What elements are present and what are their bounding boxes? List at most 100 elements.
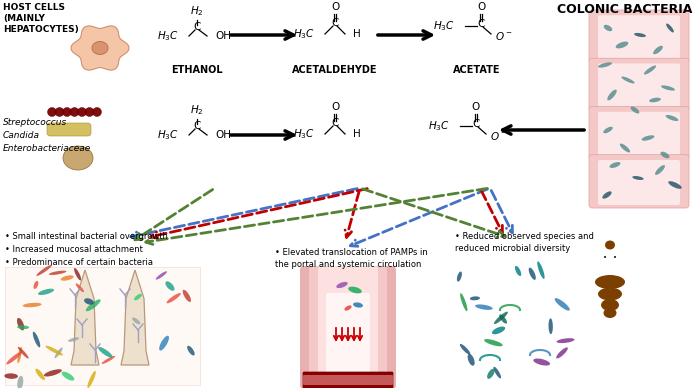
Text: C: C	[193, 22, 201, 32]
Ellipse shape	[533, 359, 550, 365]
FancyBboxPatch shape	[598, 112, 680, 157]
Ellipse shape	[460, 344, 470, 355]
Text: $H_2$: $H_2$	[190, 103, 204, 117]
Ellipse shape	[74, 268, 81, 281]
Ellipse shape	[603, 25, 612, 31]
Ellipse shape	[537, 262, 545, 279]
Ellipse shape	[84, 298, 94, 305]
Circle shape	[613, 255, 617, 259]
Ellipse shape	[494, 367, 501, 378]
Text: $H_3C$: $H_3C$	[428, 119, 450, 133]
Text: H: H	[353, 29, 360, 39]
Ellipse shape	[49, 270, 66, 275]
Text: Streptococcus
Candida
Enterobacteriaceae: Streptococcus Candida Enterobacteriaceae	[3, 118, 91, 153]
Ellipse shape	[4, 373, 18, 379]
Circle shape	[62, 107, 71, 116]
Ellipse shape	[55, 347, 63, 358]
Ellipse shape	[475, 305, 493, 310]
Ellipse shape	[348, 287, 362, 293]
Text: $O^-$: $O^-$	[495, 30, 512, 42]
Ellipse shape	[460, 293, 468, 311]
Text: O: O	[331, 2, 339, 12]
Ellipse shape	[603, 127, 612, 133]
Text: OH: OH	[215, 130, 231, 140]
Ellipse shape	[484, 339, 503, 346]
Ellipse shape	[487, 369, 495, 379]
Ellipse shape	[134, 294, 142, 300]
Ellipse shape	[86, 300, 101, 311]
Polygon shape	[121, 270, 149, 365]
Text: C: C	[477, 19, 484, 29]
Text: $H_3C$: $H_3C$	[433, 19, 455, 33]
Text: $H_2$: $H_2$	[190, 4, 204, 18]
FancyBboxPatch shape	[5, 267, 200, 385]
Ellipse shape	[18, 347, 29, 359]
Ellipse shape	[554, 298, 570, 311]
FancyBboxPatch shape	[300, 266, 396, 388]
Ellipse shape	[556, 347, 568, 359]
Ellipse shape	[603, 308, 617, 318]
Text: • Small intestinal bacterial overgrowth
• Increased mucosal attachment
• Predomi: • Small intestinal bacterial overgrowth …	[5, 232, 168, 267]
Ellipse shape	[661, 85, 675, 91]
Circle shape	[78, 107, 87, 116]
Text: C: C	[473, 119, 480, 129]
Ellipse shape	[468, 354, 475, 366]
Ellipse shape	[608, 90, 617, 100]
Ellipse shape	[17, 318, 25, 331]
Text: C: C	[331, 18, 339, 28]
Ellipse shape	[18, 376, 23, 388]
Ellipse shape	[92, 42, 108, 54]
Ellipse shape	[494, 312, 508, 324]
Ellipse shape	[68, 337, 79, 342]
Ellipse shape	[132, 317, 141, 324]
FancyBboxPatch shape	[589, 106, 689, 160]
Circle shape	[55, 107, 64, 116]
Ellipse shape	[88, 371, 96, 388]
FancyBboxPatch shape	[598, 160, 680, 205]
Text: O: O	[477, 2, 485, 12]
Ellipse shape	[102, 356, 116, 364]
Ellipse shape	[595, 275, 625, 289]
Ellipse shape	[601, 299, 619, 311]
Ellipse shape	[36, 265, 52, 276]
Ellipse shape	[38, 289, 54, 295]
Ellipse shape	[641, 135, 654, 141]
Ellipse shape	[605, 241, 615, 249]
Text: $H_3C$: $H_3C$	[293, 27, 315, 41]
Ellipse shape	[610, 162, 620, 168]
FancyBboxPatch shape	[47, 123, 91, 136]
Ellipse shape	[515, 266, 522, 276]
Ellipse shape	[46, 346, 63, 355]
Polygon shape	[71, 26, 129, 70]
Ellipse shape	[353, 302, 363, 308]
Ellipse shape	[18, 347, 22, 363]
Ellipse shape	[632, 176, 644, 180]
Text: OH: OH	[215, 31, 231, 41]
Ellipse shape	[666, 115, 678, 121]
Ellipse shape	[336, 282, 348, 288]
Ellipse shape	[76, 283, 84, 292]
Text: COLONIC BACTERIA: COLONIC BACTERIA	[557, 3, 693, 16]
Text: O: O	[331, 102, 339, 112]
FancyBboxPatch shape	[303, 372, 393, 388]
Text: H: H	[353, 129, 360, 139]
Ellipse shape	[470, 296, 480, 300]
Ellipse shape	[598, 62, 612, 68]
Ellipse shape	[457, 272, 462, 282]
Ellipse shape	[616, 42, 629, 48]
FancyBboxPatch shape	[598, 64, 680, 109]
Text: $O^-$: $O^-$	[490, 130, 507, 142]
Text: HOST CELLS
(MAINLY
HEPATOCYTES): HOST CELLS (MAINLY HEPATOCYTES)	[3, 3, 78, 34]
Text: ACETATE: ACETATE	[454, 65, 500, 75]
FancyBboxPatch shape	[589, 58, 689, 111]
Ellipse shape	[549, 318, 553, 334]
Text: C: C	[331, 118, 339, 128]
Ellipse shape	[187, 346, 195, 355]
Circle shape	[604, 256, 606, 258]
FancyBboxPatch shape	[303, 375, 393, 385]
Ellipse shape	[62, 372, 74, 381]
Circle shape	[603, 255, 607, 259]
Ellipse shape	[644, 66, 656, 74]
Ellipse shape	[492, 327, 505, 334]
Circle shape	[85, 107, 94, 116]
